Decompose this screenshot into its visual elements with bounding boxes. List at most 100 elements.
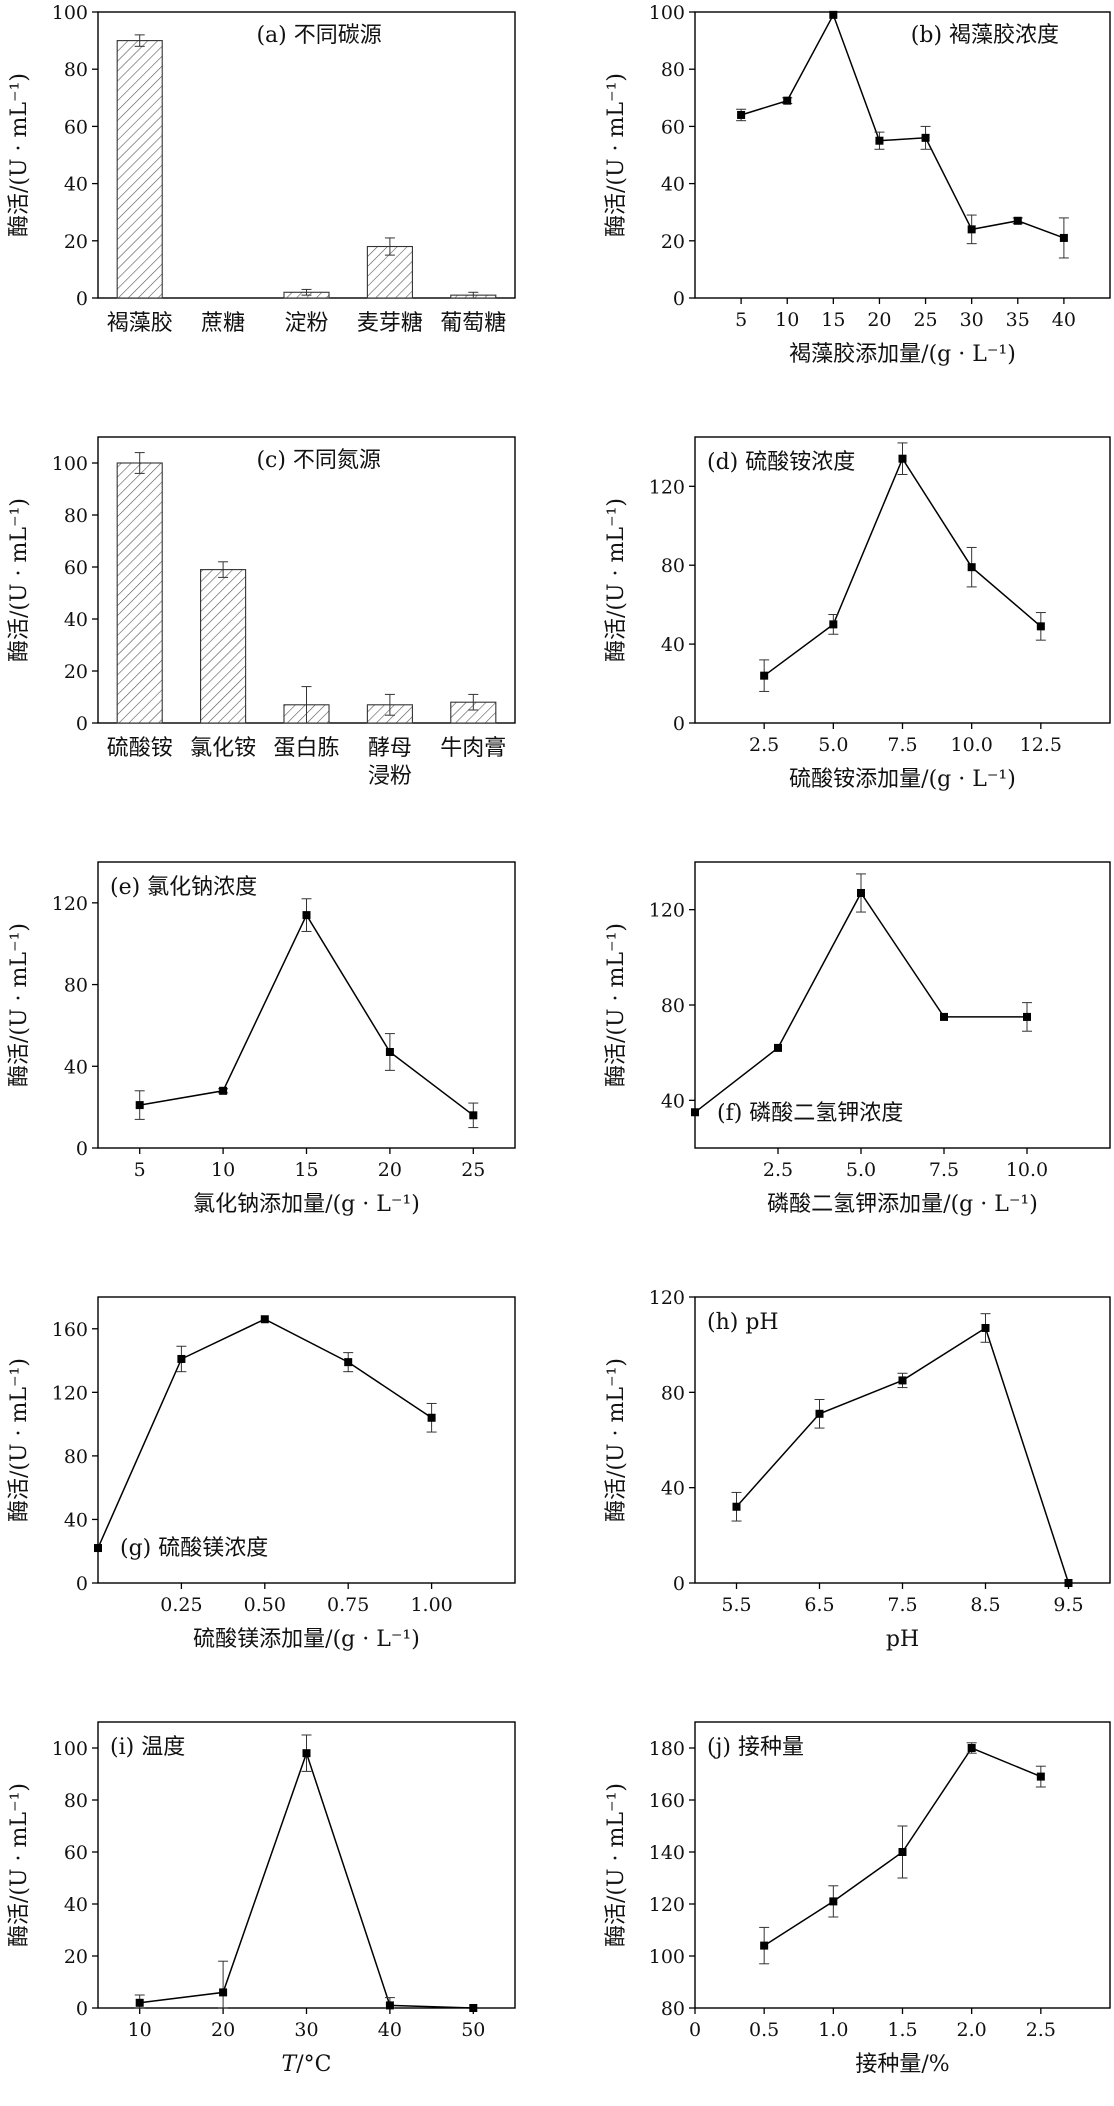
y-tick-label: 0 <box>76 1998 88 2020</box>
x-axis-label-unit: /°C <box>296 2052 331 2077</box>
data-point <box>967 225 976 234</box>
y-tick-label: 40 <box>64 1509 88 1531</box>
y-tick-label: 20 <box>64 231 88 253</box>
data-point <box>783 96 792 105</box>
data-point <box>1036 1772 1045 1781</box>
y-tick-label: 20 <box>64 661 88 683</box>
data-point <box>829 1897 838 1906</box>
panel-title: (a) 不同碳源 <box>256 23 381 48</box>
data-point <box>94 1544 102 1553</box>
category-label: 褐藻胶 <box>107 311 173 336</box>
x-tick-label: 6.5 <box>804 1594 834 1616</box>
data-point <box>857 888 865 897</box>
x-tick-label: 2.5 <box>749 734 779 756</box>
y-axis-label: 酶活/(U · mL⁻¹) <box>7 1358 32 1522</box>
x-tick-label: 0.75 <box>327 1594 369 1616</box>
data-point <box>469 1111 478 1120</box>
y-tick-label: 20 <box>64 1946 88 1968</box>
panel-title: (c) 不同氮源 <box>256 448 380 473</box>
y-tick-label: 120 <box>649 476 685 498</box>
y-tick-label: 0 <box>673 288 685 310</box>
y-tick-label: 80 <box>661 995 685 1017</box>
category-label: 蛋白胨 <box>273 736 339 761</box>
series-line <box>97 1318 433 1549</box>
data-point <box>1013 216 1022 225</box>
x-tick-label: 30 <box>960 309 984 331</box>
x-tick-label: 10 <box>128 2019 152 2041</box>
series-line <box>139 913 474 1116</box>
x-tick-label: 0.5 <box>749 2019 779 2041</box>
chart-panel-e: 0 40 80 120 酶活/(U · mL⁻¹) 5 10 15 20 25 氯化钠添加量/(g … <box>7 861 516 1217</box>
y-tick-label: 120 <box>52 893 88 915</box>
y-tick-label: 20 <box>661 231 685 253</box>
y-tick-label: 80 <box>661 1998 685 2020</box>
data-point <box>1036 622 1045 631</box>
x-axis-label: 褐藻胶添加量/(g · L⁻¹) <box>789 342 1016 367</box>
x-tick-label: 2.5 <box>1026 2019 1056 2041</box>
data-point <box>760 671 769 680</box>
data-point <box>344 1358 353 1367</box>
data-point <box>732 1502 741 1511</box>
y-tick-label: 80 <box>661 555 685 577</box>
y-axis-label: 酶活/(U · mL⁻¹) <box>7 923 32 1087</box>
x-tick-label: 20 <box>378 1159 402 1181</box>
y-tick-label: 40 <box>64 1056 88 1078</box>
data-point <box>981 1323 990 1332</box>
y-tick-label: 80 <box>64 505 88 527</box>
y-axis-label: 酶活/(U · mL⁻¹) <box>7 73 32 237</box>
series-line <box>735 1326 1070 1584</box>
x-tick-label: 10.0 <box>951 734 993 756</box>
y-tick-label: 60 <box>64 557 88 579</box>
data-point <box>1059 233 1068 242</box>
x-tick-label: 2.5 <box>763 1159 793 1181</box>
x-tick-label: 0.25 <box>160 1594 202 1616</box>
category-label: 酵母 <box>368 736 412 761</box>
x-tick-label: 2.0 <box>957 2019 987 2041</box>
y-tick-label: 100 <box>649 1946 685 1968</box>
panel-title: (i) 温度 <box>110 1735 185 1760</box>
bar <box>116 40 163 299</box>
data-point <box>219 1988 228 1997</box>
panel-title: (j) 接种量 <box>707 1735 804 1760</box>
bar <box>200 569 247 724</box>
y-tick-label: 60 <box>661 116 685 138</box>
y-tick-label: 80 <box>64 59 88 81</box>
data-point <box>829 620 838 629</box>
y-tick-label: 80 <box>64 1790 88 1812</box>
x-axis-label: 磷酸二氢钾添加量/(g · L⁻¹) <box>767 1192 1038 1217</box>
chart-panel-d: 0 40 80 120 酶活/(U · mL⁻¹) 2.5 5.0 7.5 10.0 12.5硫酸… <box>604 436 1111 792</box>
x-axis-label: pH <box>886 1627 919 1652</box>
y-tick-label: 120 <box>649 900 685 922</box>
data-point <box>898 1376 907 1385</box>
x-tick-label: 5.5 <box>721 1594 751 1616</box>
y-tick-label: 100 <box>52 453 88 475</box>
data-point <box>260 1315 269 1324</box>
y-tick-label: 160 <box>649 1790 685 1812</box>
data-point <box>385 1047 394 1056</box>
category-label: 牛肉膏 <box>440 736 506 761</box>
x-tick-label: 40 <box>378 2019 402 2041</box>
data-point <box>1064 1579 1073 1587</box>
y-tick-label: 100 <box>52 1738 88 1760</box>
panel-title: (e) 氯化钠浓度 <box>110 875 257 900</box>
data-point <box>302 1749 311 1758</box>
x-tick-label: 35 <box>1006 309 1030 331</box>
y-tick-label: 180 <box>649 1738 685 1760</box>
plot-frame <box>694 1296 1111 1584</box>
data-point <box>219 1086 228 1095</box>
x-tick-label: 30 <box>294 2019 318 2041</box>
y-tick-label: 0 <box>673 713 685 735</box>
x-tick-label: 20 <box>211 2019 235 2041</box>
y-tick-label: 160 <box>52 1319 88 1341</box>
x-tick-label: 1.00 <box>410 1594 452 1616</box>
plot-frame <box>97 1296 516 1584</box>
data-point <box>815 1409 824 1418</box>
y-tick-label: 120 <box>649 1287 685 1309</box>
y-tick-label: 40 <box>661 174 685 196</box>
y-axis-label: 酶活/(U · mL⁻¹) <box>7 1783 32 1947</box>
data-point <box>898 1848 907 1856</box>
y-axis-label: 酶活/(U · mL⁻¹) <box>604 923 629 1087</box>
data-point <box>774 1043 782 1052</box>
x-axis-label: 氯化钠添加量/(g · L⁻¹) <box>193 1192 420 1217</box>
